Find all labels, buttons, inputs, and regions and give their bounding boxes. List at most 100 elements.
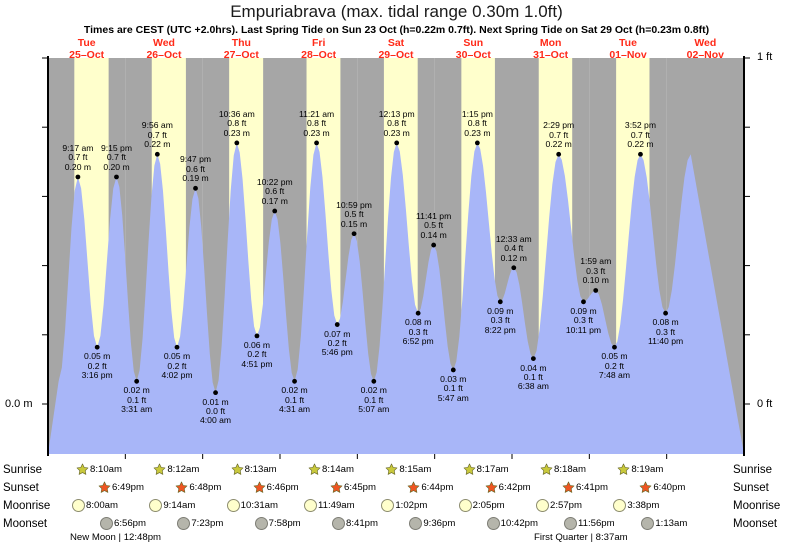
astro-time: 8:17am — [476, 464, 509, 475]
tide-annotation-low: 0.04 m 0.1 ft 6:38 am — [507, 363, 559, 392]
astro-time: 10:42pm — [500, 518, 538, 529]
annotation-line: 0.2 ft — [247, 349, 267, 360]
annotation-line: 0.8 ft — [467, 118, 487, 129]
row-label-sunset-left: Sunset — [3, 482, 39, 494]
day-label-26-oct: Wed 26–Oct — [125, 37, 202, 61]
annotation-line: 5:47 am — [437, 392, 469, 403]
annotation-line: 0.7 ft — [549, 129, 569, 140]
day-label-30-oct: Sun 30–Oct — [435, 37, 512, 61]
tide-point — [351, 231, 357, 237]
annotation-line: 0.3 ft — [490, 315, 510, 326]
annotation-line: 0.4 ft — [504, 243, 524, 254]
annotation-line: 0.23 m — [464, 127, 491, 138]
annotation-line: 0.8 ft — [307, 118, 327, 129]
sunset-star-icon — [175, 481, 188, 493]
day-weekday: Thu — [231, 37, 251, 49]
astro-time: 8:19am — [631, 464, 664, 475]
annotation-line: 0.07 m — [324, 328, 351, 339]
annotation-line: 4:02 pm — [161, 370, 193, 381]
annotation-line: 0.01 m — [202, 396, 229, 407]
tide-point — [213, 390, 218, 396]
tide-point — [114, 174, 119, 180]
moon-phase-caption: New Moon | 12:48pm — [70, 532, 161, 544]
annotation-line: 1:59 am — [580, 256, 612, 267]
tide-annotation-low: 0.02 m 0.1 ft 4:31 am — [269, 385, 321, 414]
annotation-line: 0.09 m — [487, 305, 514, 316]
annotation-line: 0.22 m — [545, 139, 572, 150]
moonset-icon — [100, 517, 113, 530]
annotation-line: 0.3 ft — [573, 315, 594, 326]
sunrise-cell: 8:10am — [76, 463, 122, 476]
annotation-line: 0.23 m — [383, 127, 410, 138]
moonrise-cell: 2:57pm — [536, 499, 582, 512]
moon-phase-separator: | — [587, 532, 596, 543]
astro-time: 9:36pm — [423, 518, 456, 529]
moonrise-cell: 11:49am — [304, 499, 355, 512]
day-label-25-oct: Tue 25–Oct — [48, 37, 125, 61]
moonset-cell: 7:23pm — [177, 517, 223, 530]
day-label-29-oct: Sat 29–Oct — [357, 37, 434, 61]
annotation-line: 11:21 am — [298, 108, 335, 119]
day-label-31-oct: Mon 31–Oct — [512, 37, 589, 61]
annotation-line: 0.2 ft — [327, 337, 347, 348]
astro-time: 8:15am — [399, 464, 432, 475]
page-subtitle: Times are CEST (UTC +2.0hrs). Last Sprin… — [83, 24, 710, 36]
annotation-line: 0.08 m — [404, 317, 432, 328]
annotation-line: 12:13 pm — [378, 108, 415, 119]
annotation-line: 6:38 am — [517, 381, 549, 392]
sunrise-star-icon — [385, 463, 398, 475]
annotation-line: 0.05 m — [84, 351, 111, 362]
tide-point — [292, 378, 297, 384]
tide-annotation-high: 10:22 pm 0.6 ft 0.17 m — [249, 177, 301, 206]
tide-annotation-high: 12:33 am 0.4 ft 0.12 m — [488, 234, 540, 263]
moonrise-icon — [458, 499, 472, 512]
tide-point — [371, 378, 377, 384]
sunrise-cell: 8:17am — [463, 463, 509, 476]
astro-time: 1:13am — [655, 518, 688, 529]
astro-time: 8:00am — [86, 500, 118, 511]
annotation-line: 0.3 ft — [656, 326, 676, 337]
annotation-line: 0.3 ft — [586, 265, 606, 276]
tide-point — [314, 140, 319, 146]
moonrise-icon — [304, 499, 317, 512]
annotation-line: 0.12 m — [500, 252, 527, 263]
day-weekday: Mon — [539, 37, 562, 49]
row-label-moonrise-right: Moonrise — [733, 500, 781, 512]
day-date: 27–Oct — [223, 48, 259, 61]
tide-point — [174, 344, 180, 350]
annotation-line: 0.1 ft — [127, 394, 147, 405]
annotation-line: 0.8 ft — [227, 118, 247, 129]
astro-time: 6:56pm — [114, 518, 146, 529]
tide-annotation-high: 9:56 am 0.7 ft 0.22 m — [131, 120, 183, 149]
annotation-line: 9:56 am — [141, 120, 173, 131]
moon-phase-time: 12:48pm — [123, 532, 162, 543]
moonset-cell: 9:36pm — [409, 517, 455, 530]
sunset-star-icon — [330, 481, 343, 493]
y-axis-label-feet-zero: 0 ft — [757, 398, 773, 410]
day-label-28-oct: Fri 28–Oct — [280, 37, 357, 61]
sunset-cell: 6:48pm — [175, 481, 221, 494]
sunrise-star-icon — [308, 463, 321, 475]
sunset-star-icon — [562, 481, 575, 493]
moon-phase-name: First Quarter — [534, 532, 588, 543]
tide-point — [593, 288, 599, 293]
day-weekday: Sat — [387, 37, 405, 49]
tide-annotation-high: 1:59 am 0.3 ft 0.10 m — [570, 256, 622, 286]
moonrise-cell: 1:02pm — [381, 499, 427, 512]
day-date: 28–Oct — [301, 48, 337, 61]
annotation-line: 3:31 am — [121, 404, 153, 415]
astro-time: 6:40pm — [653, 482, 686, 493]
tide-point — [272, 208, 278, 214]
day-date: 31–Oct — [533, 48, 569, 61]
moonrise-icon — [536, 499, 549, 512]
moonset-icon — [641, 517, 655, 530]
row-label-moonset-right: Moonset — [733, 518, 778, 530]
moonset-icon — [332, 517, 345, 530]
tide-annotation-low: 0.01 m 0.0 ft 4:00 am — [190, 396, 242, 426]
moonrise-icon — [381, 499, 395, 512]
tide-annotation-high: 2:29 pm 0.7 ft 0.22 m — [533, 120, 585, 150]
annotation-line: 8:22 pm — [484, 324, 516, 335]
annotation-line: 0.5 ft — [424, 220, 444, 231]
sunrise-cell: 8:15am — [385, 463, 431, 476]
